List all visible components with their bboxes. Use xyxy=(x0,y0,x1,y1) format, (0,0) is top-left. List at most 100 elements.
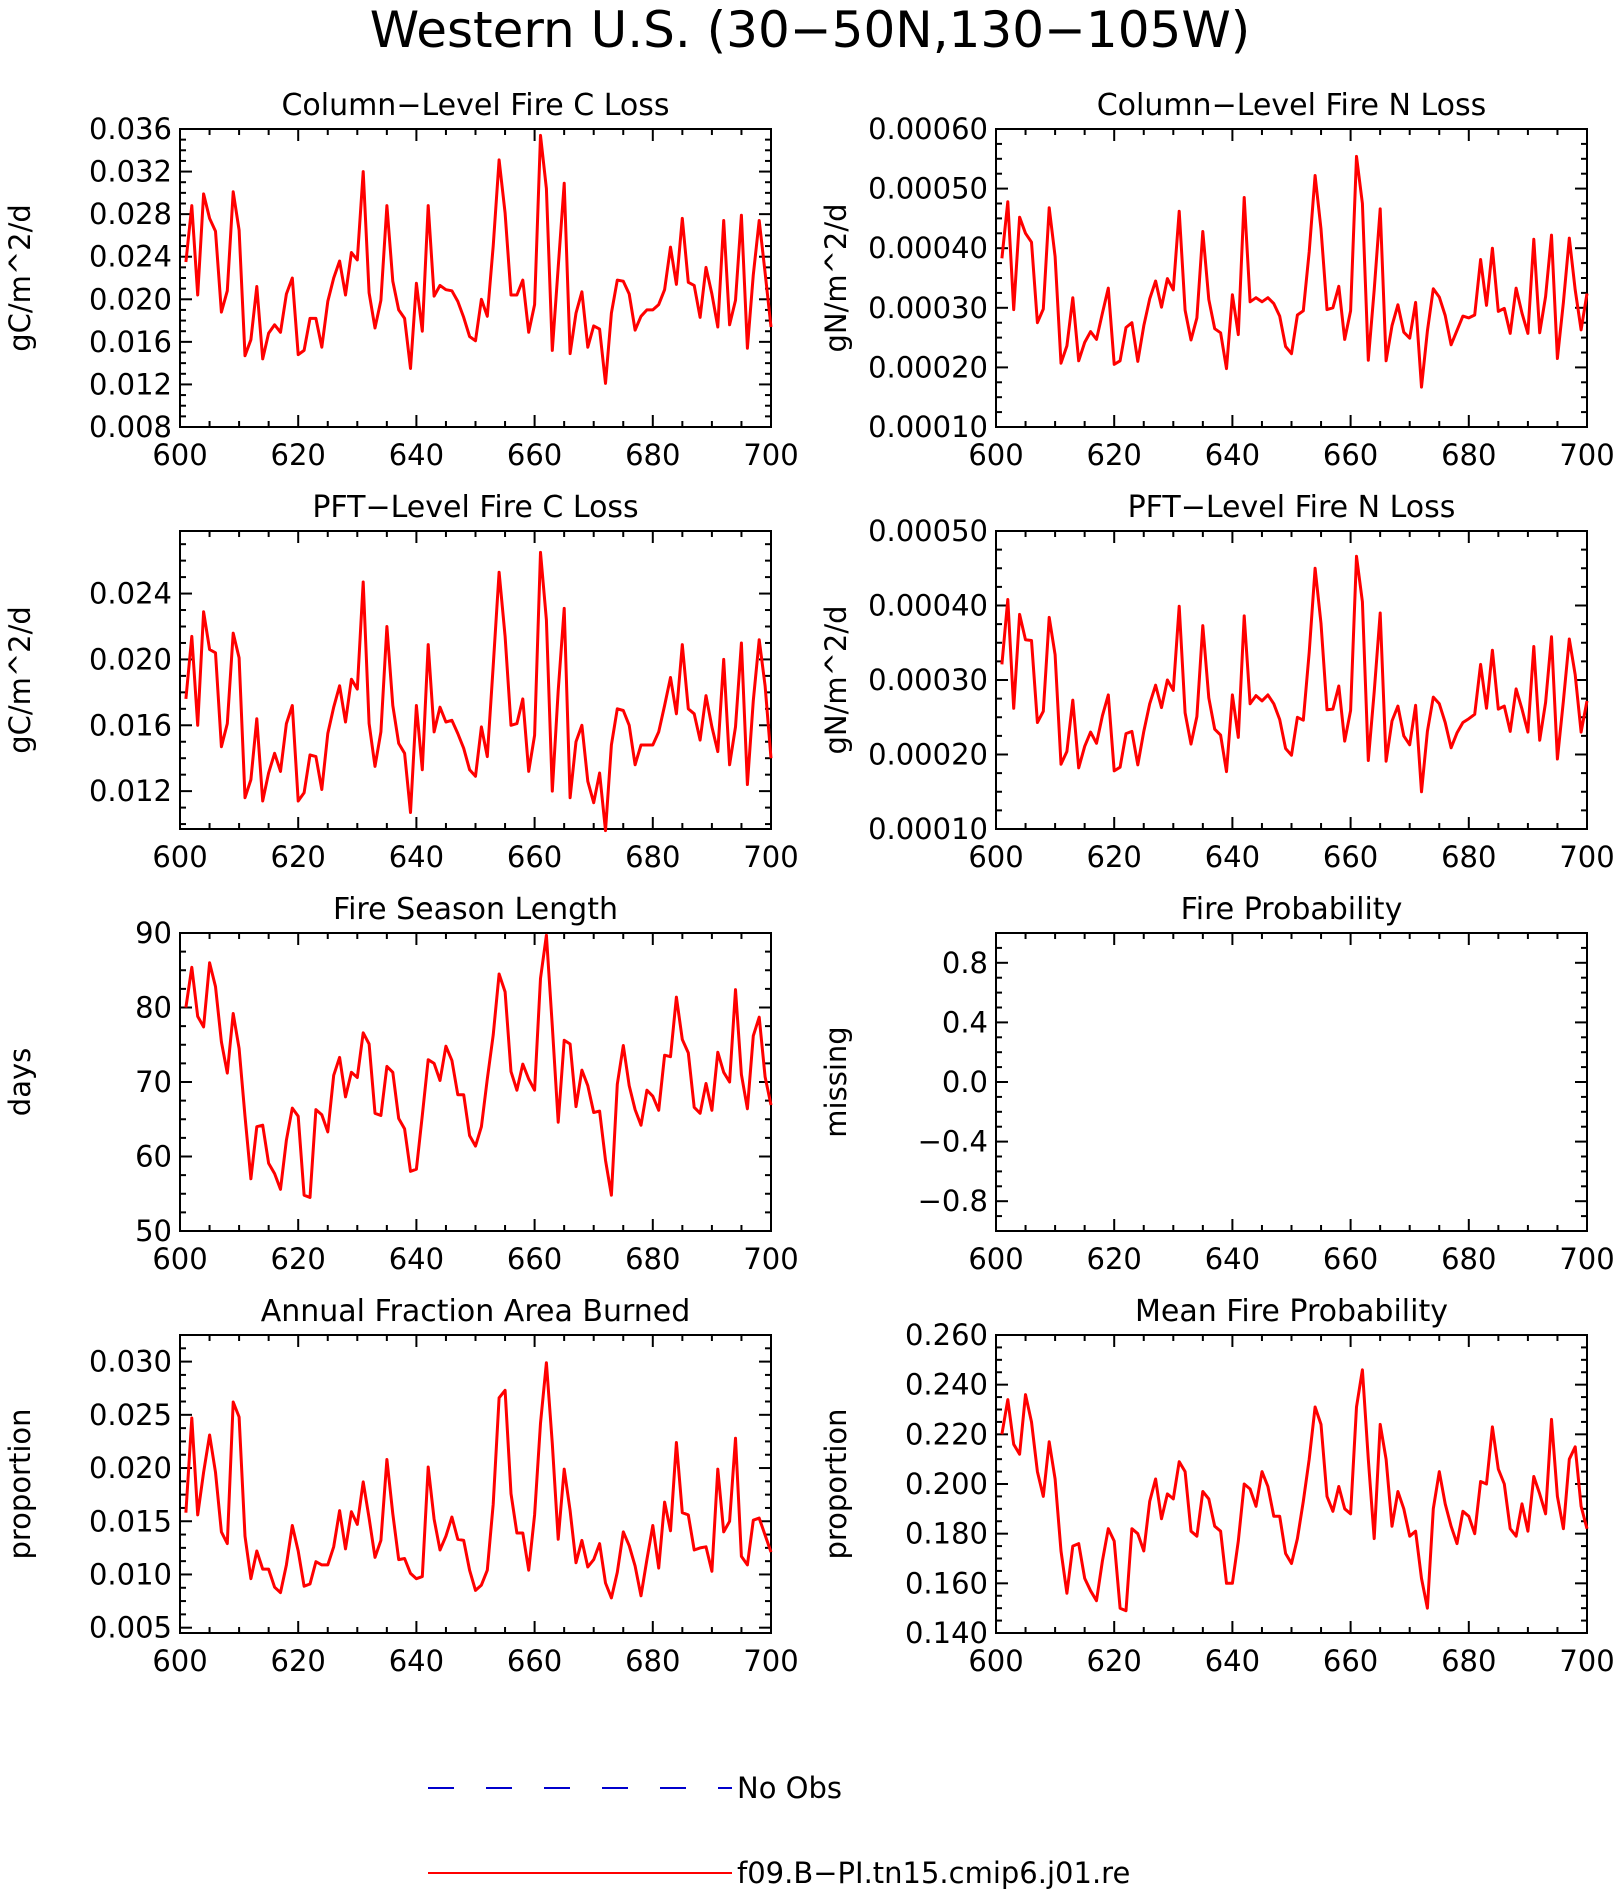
y-tick-label: 0.00020 xyxy=(868,350,988,384)
y-tick-label: 0.012 xyxy=(89,367,172,401)
y-tick-label: 0.010 xyxy=(89,1557,172,1591)
x-tick-label: 620 xyxy=(271,1644,326,1678)
y-axis-label: proportion xyxy=(819,1408,853,1559)
x-tick-label: 680 xyxy=(625,840,680,874)
y-tick-label: 0.028 xyxy=(89,197,172,231)
y-axis-label: gN/m^2/d xyxy=(819,203,853,352)
y-tick-label: 0.240 xyxy=(905,1368,988,1402)
y-tick-label: 0.036 xyxy=(89,112,172,146)
x-tick-label: 600 xyxy=(152,438,207,472)
plot-frame xyxy=(995,1334,1588,1634)
x-tick-label: 660 xyxy=(1323,1242,1378,1276)
y-tick-label: 0.00040 xyxy=(868,589,988,623)
y-tick-label: 0.160 xyxy=(905,1566,988,1600)
legend: No Obs f09.B−PI.tn15.cmip6.j01.re xyxy=(428,1771,1130,1890)
plot-frame xyxy=(179,932,772,1232)
series-line xyxy=(184,933,773,1199)
plot-frame xyxy=(995,932,1588,1232)
y-tick-label: 0.024 xyxy=(89,240,172,274)
x-tick-label: 600 xyxy=(968,1644,1023,1678)
x-tick-label: 680 xyxy=(625,1644,680,1678)
panel-title: Fire Probability xyxy=(1181,892,1403,927)
x-tick-label: 680 xyxy=(1441,438,1496,472)
y-tick-label: 0.005 xyxy=(89,1611,172,1645)
x-tick-label: 640 xyxy=(1205,1242,1260,1276)
panel-0: 600 620 640 660 680 700 0.008 0.012 0.016 0.020 0.… xyxy=(3,88,799,472)
plot-frame xyxy=(995,530,1588,830)
y-tick-label: 0.00040 xyxy=(868,231,988,265)
x-tick-label: 660 xyxy=(507,1644,562,1678)
y-tick-label: 60 xyxy=(135,1140,172,1174)
y-tick-label: 70 xyxy=(135,1065,172,1099)
panel-2: 600 620 640 660 680 700 0.012 0.016 0.020 0.024 PF… xyxy=(3,490,799,874)
series-line xyxy=(184,133,773,385)
plot-frame xyxy=(995,128,1588,428)
x-tick-label: 700 xyxy=(743,1644,798,1678)
y-tick-label: 0.008 xyxy=(89,410,172,444)
y-tick-label: 0.012 xyxy=(89,774,172,808)
y-tick-label: 0.4 xyxy=(942,1005,988,1039)
x-tick-label: 640 xyxy=(389,438,444,472)
y-tick-label: 0.260 xyxy=(905,1318,988,1352)
y-tick-label: 0.00050 xyxy=(868,514,988,548)
y-tick-label: 0.00020 xyxy=(868,738,988,772)
x-tick-label: 620 xyxy=(1087,438,1142,472)
x-tick-label: 680 xyxy=(1441,1644,1496,1678)
x-tick-label: 640 xyxy=(1205,1644,1260,1678)
figure-title: Western U.S. (30−50N,130−105W) xyxy=(370,1,1251,59)
x-tick-label: 680 xyxy=(1441,1242,1496,1276)
y-tick-label: 0.220 xyxy=(905,1417,988,1451)
y-tick-label: 0.030 xyxy=(89,1345,172,1379)
y-tick-label: −0.4 xyxy=(918,1125,988,1159)
y-tick-label: 0.016 xyxy=(89,325,172,359)
y-axis-label: gN/m^2/d xyxy=(819,605,853,754)
x-tick-label: 660 xyxy=(507,840,562,874)
x-tick-label: 640 xyxy=(1205,840,1260,874)
y-tick-label: 0.0 xyxy=(942,1065,988,1099)
panel-5: 600 620 640 660 680 700 −0.8 −0.4 0.0 0.4 0.8 Fire … xyxy=(819,892,1615,1276)
y-axis-label: gC/m^2/d xyxy=(3,204,37,352)
x-tick-label: 640 xyxy=(1205,438,1260,472)
panel-6: 600 620 640 660 680 700 0.005 0.010 0.015 0.020 0.… xyxy=(3,1294,799,1678)
y-tick-label: 0.00010 xyxy=(868,812,988,846)
x-tick-label: 600 xyxy=(152,840,207,874)
series-line xyxy=(184,1361,773,1600)
y-tick-label: 80 xyxy=(135,991,172,1025)
x-tick-label: 700 xyxy=(1559,1644,1614,1678)
x-tick-label: 620 xyxy=(271,840,326,874)
x-tick-label: 620 xyxy=(271,438,326,472)
y-tick-label: 90 xyxy=(135,916,172,950)
x-tick-label: 680 xyxy=(1441,840,1496,874)
x-tick-label: 640 xyxy=(389,840,444,874)
y-tick-label: 0.8 xyxy=(942,946,988,980)
y-tick-label: 0.200 xyxy=(905,1467,988,1501)
y-tick-label: 0.015 xyxy=(89,1504,172,1538)
y-tick-label: 0.032 xyxy=(89,155,172,189)
y-tick-label: 0.016 xyxy=(89,708,172,742)
panel-title: PFT−Level Fire N Loss xyxy=(1128,490,1456,525)
y-tick-label: 50 xyxy=(135,1214,172,1248)
y-tick-label: 0.140 xyxy=(905,1616,988,1650)
series-line xyxy=(1000,554,1589,794)
panel-title: Column−Level Fire N Loss xyxy=(1097,88,1487,123)
x-tick-label: 600 xyxy=(968,1242,1023,1276)
panel-7: 600 620 640 660 680 700 0.140 0.160 0.180 0.200 0.… xyxy=(819,1294,1615,1678)
y-tick-label: 0.00010 xyxy=(868,410,988,444)
x-tick-label: 600 xyxy=(968,840,1023,874)
x-tick-label: 700 xyxy=(1559,1242,1614,1276)
x-tick-label: 620 xyxy=(1087,840,1142,874)
y-axis-label: missing xyxy=(819,1026,853,1137)
x-tick-label: 660 xyxy=(1323,840,1378,874)
panel-grid: 600 620 640 660 680 700 0.008 0.012 0.016 0.020 0.… xyxy=(3,88,1615,1678)
series-line xyxy=(1000,1368,1589,1613)
x-tick-label: 620 xyxy=(1087,1242,1142,1276)
x-tick-label: 700 xyxy=(743,438,798,472)
y-tick-label: 0.00050 xyxy=(868,172,988,206)
y-tick-label: 0.00030 xyxy=(868,663,988,697)
y-tick-label: 0.020 xyxy=(89,642,172,676)
x-tick-label: 640 xyxy=(389,1644,444,1678)
x-tick-label: 700 xyxy=(1559,840,1614,874)
y-tick-label: −0.8 xyxy=(918,1184,988,1218)
y-axis-label: gC/m^2/d xyxy=(3,606,37,754)
